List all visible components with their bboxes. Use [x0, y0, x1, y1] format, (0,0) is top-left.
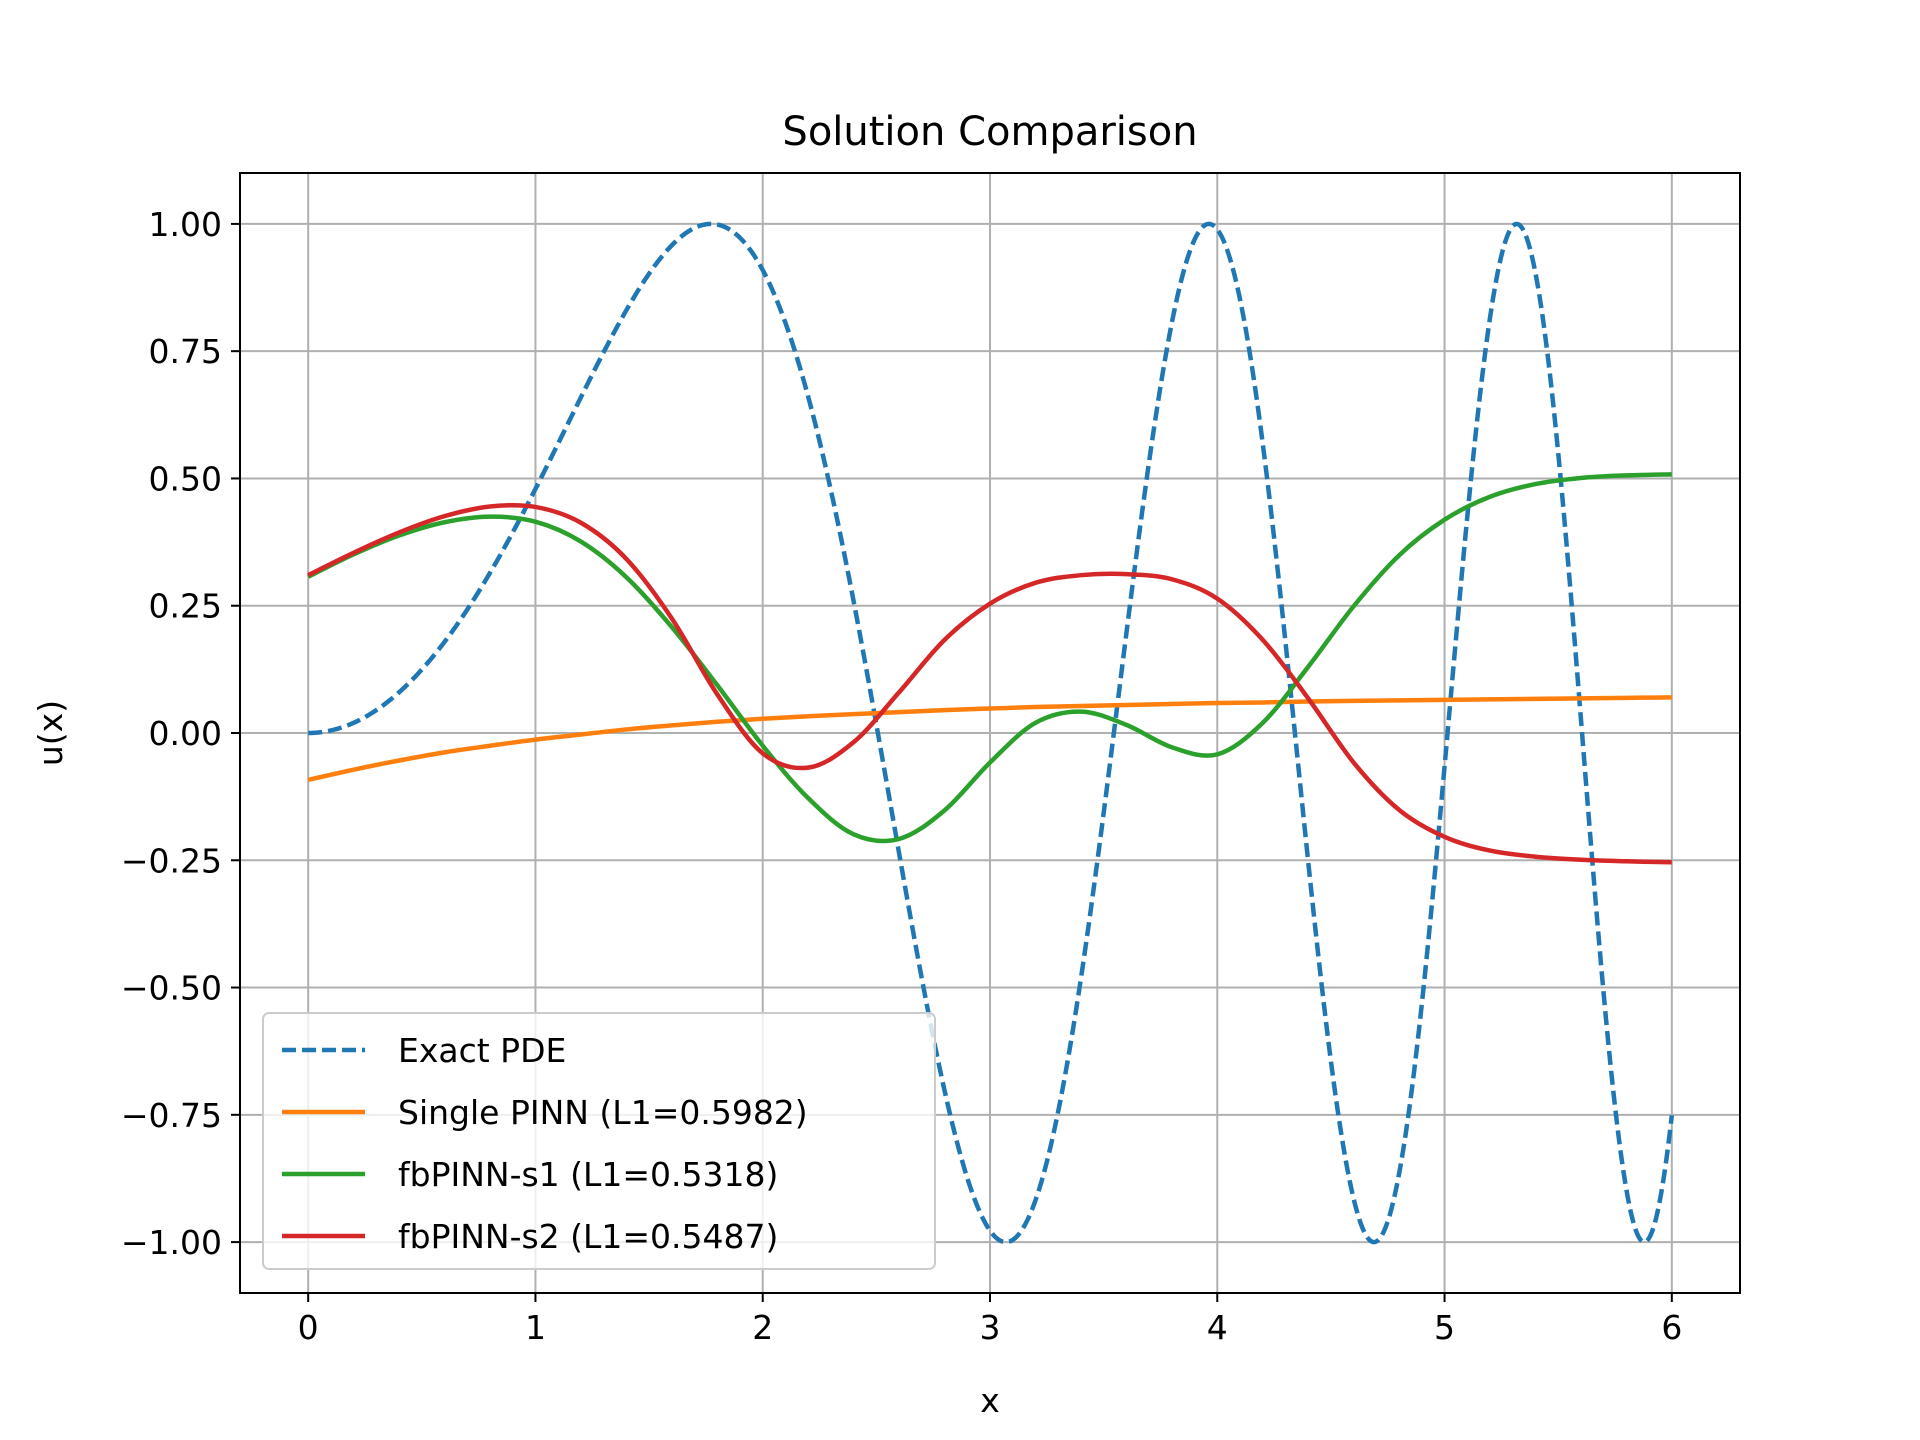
y-tick-label: 0.25 — [149, 587, 222, 626]
x-tick-label: 4 — [1207, 1308, 1228, 1347]
x-tick-label: 5 — [1434, 1308, 1455, 1347]
y-tick-label: −0.75 — [121, 1096, 222, 1135]
series-line-1 — [307, 221, 1675, 1245]
y-tick-label: −1.00 — [121, 1223, 222, 1262]
x-axis-title: x — [980, 1381, 1000, 1420]
legend-label-3: fbPINN-s1 (L1=0.5318) — [398, 1155, 778, 1194]
legend-label-1: Exact PDE — [398, 1031, 566, 1070]
chart-title: Solution Comparison — [782, 109, 1197, 155]
x-tick-label: 1 — [525, 1308, 546, 1347]
y-tick-label: 0.50 — [149, 459, 222, 498]
axis-ticks: 0 1 2 3 4 5 6 −1.00 −0.75 −0.50 −0.25 0.00 0.25 0.50 0… — [121, 205, 1682, 1347]
x-tick-label: 6 — [1661, 1308, 1682, 1347]
series-line-4 — [307, 502, 1672, 865]
y-axis-title: u(x) — [31, 700, 70, 766]
legend-label-2: Single PINN (L1=0.5982) — [398, 1093, 808, 1132]
series-line-2 — [307, 695, 1672, 783]
x-tick-label: 2 — [752, 1308, 773, 1347]
legend-label-4: fbPINN-s2 (L1=0.5487) — [398, 1217, 778, 1256]
legend: Exact PDE Single PINN (L1=0.5982) fbPINN-s… — [262, 1012, 936, 1270]
series-line-3 — [307, 472, 1672, 844]
legend-box — [262, 1012, 936, 1270]
x-tick-label: 0 — [298, 1308, 319, 1347]
x-tick-label: 3 — [980, 1308, 1001, 1347]
y-tick-label: 0.75 — [149, 332, 222, 371]
y-tick-label: −0.25 — [121, 841, 222, 880]
plot-series — [307, 221, 1675, 1245]
y-tick-label: −0.50 — [121, 969, 222, 1008]
y-tick-label: 1.00 — [149, 205, 222, 244]
y-tick-label: 0.00 — [149, 714, 222, 753]
